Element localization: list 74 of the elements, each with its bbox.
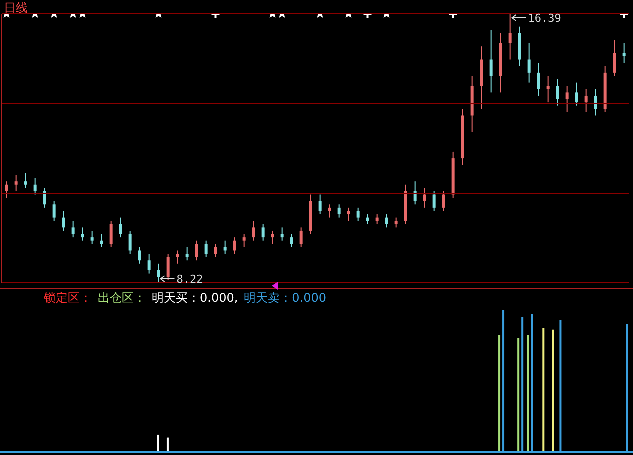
candlestick bbox=[414, 181, 417, 206]
candlestick bbox=[252, 220, 256, 242]
candlestick bbox=[214, 244, 218, 258]
candlestick bbox=[262, 224, 265, 242]
bar bbox=[498, 336, 501, 452]
bar bbox=[531, 314, 534, 452]
candlestick bbox=[242, 234, 246, 248]
candlestick bbox=[52, 200, 56, 222]
bar bbox=[542, 328, 545, 452]
candlestick bbox=[138, 246, 142, 264]
candlestick bbox=[556, 79, 560, 106]
annotation: 16.39 bbox=[528, 12, 562, 25]
candlestick bbox=[546, 76, 550, 104]
candlestick bbox=[290, 234, 294, 248]
text: 出仓区： bbox=[98, 290, 146, 307]
candlestick bbox=[423, 188, 426, 208]
bar bbox=[626, 324, 628, 452]
candlestick bbox=[376, 214, 379, 225]
chart-title: 日线 bbox=[4, 0, 28, 17]
candlestick bbox=[622, 42, 626, 64]
bar bbox=[518, 338, 520, 452]
candlestick bbox=[280, 227, 284, 242]
bar bbox=[166, 438, 169, 452]
candlestick bbox=[90, 230, 94, 245]
candlestick bbox=[43, 188, 46, 208]
candlestick bbox=[62, 210, 66, 232]
candlestick bbox=[584, 88, 588, 113]
bar bbox=[502, 310, 505, 452]
candlestick bbox=[233, 237, 236, 255]
candlestick bbox=[528, 42, 531, 84]
bar bbox=[560, 320, 562, 452]
candlestick bbox=[338, 204, 341, 218]
candlestick bbox=[72, 220, 75, 238]
candlestick bbox=[148, 254, 151, 274]
candlestick bbox=[613, 40, 616, 77]
candlestick bbox=[5, 181, 8, 199]
legend-label: 锁定区： bbox=[44, 290, 92, 307]
candlestick bbox=[318, 194, 322, 216]
annotation: 8.22 bbox=[176, 273, 204, 286]
candlestick bbox=[366, 214, 370, 225]
candlestick bbox=[34, 178, 37, 196]
candlestick bbox=[14, 174, 18, 192]
candlestick bbox=[594, 88, 598, 116]
bar bbox=[552, 330, 554, 452]
bar bbox=[157, 434, 160, 452]
candlestick bbox=[271, 230, 274, 245]
text: 明天卖：0.000 bbox=[244, 290, 327, 307]
candlestick bbox=[195, 240, 198, 262]
candlestick bbox=[356, 207, 360, 222]
candlestick bbox=[119, 217, 122, 238]
candlestick bbox=[81, 227, 84, 242]
candlestick bbox=[100, 234, 104, 248]
candlestick bbox=[300, 227, 303, 248]
candlestick bbox=[204, 240, 208, 258]
candlestick bbox=[490, 30, 493, 94]
candlestick bbox=[394, 217, 398, 228]
candlestick bbox=[166, 254, 170, 281]
candlestick bbox=[537, 62, 540, 96]
candlestick bbox=[575, 82, 578, 106]
candlestick bbox=[224, 240, 227, 255]
candlestick bbox=[432, 190, 436, 212]
candlestick bbox=[128, 230, 132, 255]
candlestick bbox=[110, 220, 113, 248]
bar bbox=[527, 336, 530, 452]
bar bbox=[522, 317, 524, 452]
candlestick bbox=[24, 172, 28, 189]
candlestick bbox=[328, 204, 332, 218]
candlestick bbox=[347, 207, 350, 222]
candlestick bbox=[442, 190, 446, 212]
candlestick bbox=[566, 86, 569, 113]
candlestick bbox=[385, 214, 388, 228]
text: 明天买：0.000, bbox=[152, 290, 238, 307]
candlestick bbox=[176, 250, 180, 264]
candlestick bbox=[186, 246, 189, 262]
